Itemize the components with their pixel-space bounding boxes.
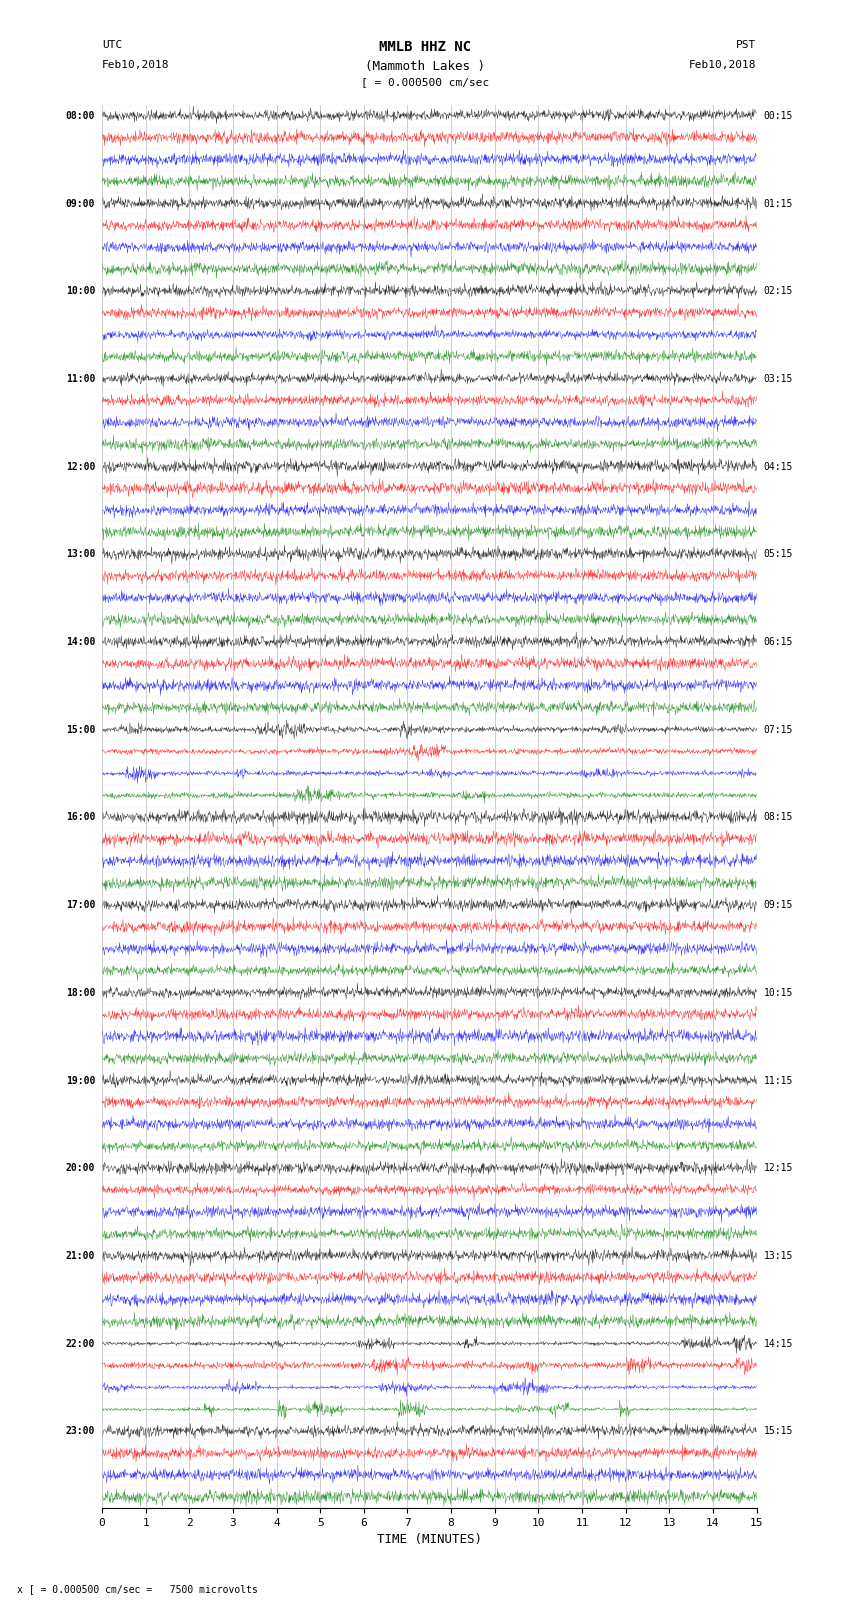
Text: 22:00: 22:00 xyxy=(65,1339,95,1348)
Text: 19:00: 19:00 xyxy=(65,1076,95,1086)
Text: 02:15: 02:15 xyxy=(763,286,793,297)
Text: MMLB HHZ NC: MMLB HHZ NC xyxy=(379,40,471,55)
Text: 05:15: 05:15 xyxy=(763,550,793,560)
Text: 09:15: 09:15 xyxy=(763,900,793,910)
Text: 12:15: 12:15 xyxy=(763,1163,793,1173)
Text: PST: PST xyxy=(736,40,756,50)
Text: 14:15: 14:15 xyxy=(763,1339,793,1348)
Text: [ = 0.000500 cm/sec: [ = 0.000500 cm/sec xyxy=(361,77,489,87)
Text: 15:00: 15:00 xyxy=(65,724,95,736)
Text: 01:15: 01:15 xyxy=(763,198,793,208)
Text: 12:00: 12:00 xyxy=(65,461,95,471)
Text: x [ = 0.000500 cm/sec =   7500 microvolts: x [ = 0.000500 cm/sec = 7500 microvolts xyxy=(17,1584,258,1594)
Text: 14:00: 14:00 xyxy=(65,637,95,647)
Text: 11:15: 11:15 xyxy=(763,1076,793,1086)
Text: 08:15: 08:15 xyxy=(763,813,793,823)
Text: 15:15: 15:15 xyxy=(763,1426,793,1437)
Text: 17:00: 17:00 xyxy=(65,900,95,910)
Text: 13:15: 13:15 xyxy=(763,1252,793,1261)
Text: 21:00: 21:00 xyxy=(65,1252,95,1261)
Text: 10:00: 10:00 xyxy=(65,286,95,297)
Text: Feb10,2018: Feb10,2018 xyxy=(689,60,756,69)
Text: 03:15: 03:15 xyxy=(763,374,793,384)
Text: 04:15: 04:15 xyxy=(763,461,793,471)
Text: 09:00: 09:00 xyxy=(65,198,95,208)
Text: 07:15: 07:15 xyxy=(763,724,793,736)
Text: (Mammoth Lakes ): (Mammoth Lakes ) xyxy=(365,60,485,73)
Text: 13:00: 13:00 xyxy=(65,550,95,560)
Text: 23:00: 23:00 xyxy=(65,1426,95,1437)
Text: 18:00: 18:00 xyxy=(65,987,95,998)
Text: 00:15: 00:15 xyxy=(763,111,793,121)
Text: 20:00: 20:00 xyxy=(65,1163,95,1173)
Text: 16:00: 16:00 xyxy=(65,813,95,823)
Text: 10:15: 10:15 xyxy=(763,987,793,998)
Text: UTC: UTC xyxy=(102,40,122,50)
Text: 08:00: 08:00 xyxy=(65,111,95,121)
Text: 06:15: 06:15 xyxy=(763,637,793,647)
Text: 11:00: 11:00 xyxy=(65,374,95,384)
X-axis label: TIME (MINUTES): TIME (MINUTES) xyxy=(377,1534,482,1547)
Text: Feb10,2018: Feb10,2018 xyxy=(102,60,169,69)
